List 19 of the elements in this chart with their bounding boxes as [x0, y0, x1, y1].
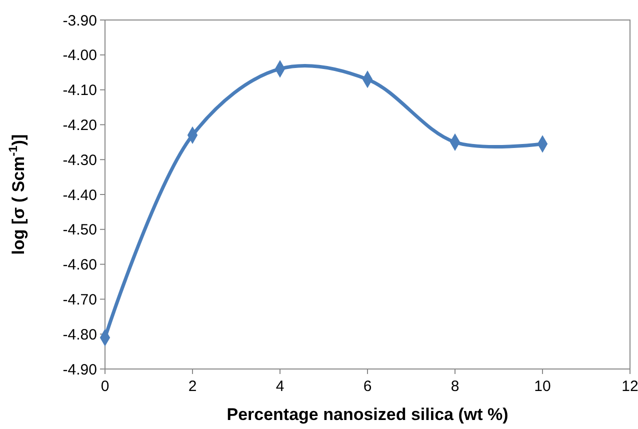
y-tick-label: -4.90: [62, 361, 97, 378]
x-axis-title: Percentage nanosized silica (wt %): [226, 405, 508, 424]
x-tick-label: 2: [188, 378, 197, 395]
y-tick-label: -4.50: [62, 222, 97, 239]
x-tick-label: 10: [534, 378, 551, 395]
y-tick-label: -4.80: [62, 326, 97, 344]
y-tick-label: -4.60: [62, 256, 97, 274]
y-tick-label: -4.00: [62, 47, 97, 64]
x-tick-label: 0: [100, 378, 110, 395]
y-tick-label: -4.20: [62, 116, 97, 134]
x-tick-label: 6: [363, 378, 372, 395]
x-tick-label: 12: [622, 378, 638, 395]
y-tick-label: -4.30: [62, 152, 97, 169]
x-tick-label: 8: [450, 378, 460, 395]
x-tick-label: 4: [276, 378, 284, 395]
y-tick-label: -4.40: [62, 186, 97, 204]
y-tick-label: -4.70: [62, 291, 97, 308]
y-tick-label: -4.10: [62, 82, 97, 100]
y-tick-label: -3.90: [62, 12, 97, 30]
